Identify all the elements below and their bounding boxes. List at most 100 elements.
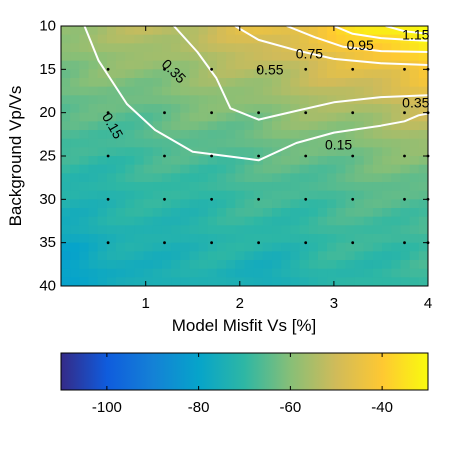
heatmap-cell: [354, 121, 365, 131]
heatmap-cell: [88, 242, 99, 252]
heatmap-cell: [61, 268, 71, 278]
heatmap-cell: [88, 147, 99, 157]
heatmap-cell: [281, 164, 291, 174]
heatmap-cell: [106, 242, 117, 252]
grid-marker: [106, 154, 110, 158]
heatmap-cell: [336, 104, 347, 114]
heatmap-cell: [400, 156, 411, 166]
heatmap-cell: [418, 156, 428, 166]
heatmap-cell: [116, 260, 126, 270]
heatmap-cell: [382, 26, 392, 36]
heatmap-cell: [382, 190, 392, 200]
heatmap-cell: [290, 208, 301, 218]
heatmap-cell: [409, 216, 420, 226]
heatmap-cell: [161, 277, 172, 286]
heatmap-cell: [171, 60, 181, 70]
heatmap-cell: [106, 147, 117, 157]
heatmap-cell: [161, 104, 172, 114]
heatmap-cell: [363, 156, 374, 166]
heatmap-cell: [152, 277, 163, 286]
heatmap-cell: [88, 225, 99, 235]
heatmap-cell: [207, 173, 218, 183]
heatmap-cell: [70, 268, 80, 278]
heatmap-cell: [161, 78, 172, 88]
heatmap-cell: [79, 121, 90, 131]
heatmap-cell: [290, 234, 301, 244]
heatmap-cell: [272, 173, 282, 183]
heatmap-cell: [79, 95, 90, 105]
heatmap-cell: [125, 26, 136, 36]
heatmap-cell: [134, 112, 145, 122]
heatmap-cell: [327, 104, 337, 114]
contour-label: 0.15: [325, 137, 352, 153]
heatmap-cell: [180, 260, 191, 270]
heatmap-cell: [116, 234, 126, 244]
heatmap-cell: [226, 190, 236, 200]
heatmap-cell: [61, 173, 71, 183]
heatmap-cell: [409, 156, 420, 166]
heatmap-cell: [299, 208, 310, 218]
heatmap-cell: [235, 208, 246, 218]
heatmap-cell: [189, 60, 200, 70]
grid-marker: [403, 154, 406, 158]
heatmap-cell: [216, 121, 227, 131]
heatmap-cell: [382, 43, 392, 53]
heatmap-cell: [143, 69, 154, 79]
heatmap-cell: [400, 130, 411, 140]
heatmap-cell: [207, 234, 218, 244]
heatmap-cell: [125, 260, 136, 270]
heatmap-cell: [143, 164, 154, 174]
heatmap-cell: [400, 78, 411, 88]
heatmap-cell: [207, 34, 218, 44]
heatmap-cell: [308, 182, 319, 192]
heatmap-cell: [171, 268, 181, 278]
heatmap-cell: [171, 69, 181, 79]
heatmap-cell: [354, 225, 365, 235]
heatmap-cell: [106, 60, 117, 70]
y-tick-label: 40: [39, 278, 56, 295]
heatmap-cell: [409, 43, 420, 53]
heatmap-cell: [125, 277, 136, 286]
heatmap-cell: [207, 52, 218, 62]
heatmap-cell: [235, 121, 246, 131]
heatmap-cell: [418, 242, 428, 252]
heatmap-cell: [79, 52, 90, 62]
colorbar-tick-label: -80: [188, 399, 210, 416]
heatmap-cell: [363, 190, 374, 200]
heatmap-cell: [116, 164, 126, 174]
heatmap-cell: [253, 190, 264, 200]
heatmap-cell: [345, 182, 356, 192]
grid-marker: [403, 241, 406, 245]
heatmap-cell: [125, 156, 136, 166]
heatmap-cell: [336, 208, 347, 218]
heatmap-cell: [290, 26, 301, 36]
grid-marker: [351, 67, 355, 71]
heatmap-cell: [235, 251, 246, 261]
heatmap-cell: [336, 225, 347, 235]
heatmap-cell: [418, 164, 428, 174]
heatmap-cell: [152, 104, 163, 114]
heatmap-cell: [418, 260, 428, 270]
heatmap-cell: [88, 164, 99, 174]
heatmap-cell: [391, 130, 402, 140]
heatmap-cell: [134, 43, 145, 53]
heatmap-cell: [61, 104, 71, 114]
heatmap-cell: [317, 121, 328, 131]
heatmap-cell: [235, 216, 246, 226]
heatmap-cell: [400, 112, 411, 122]
heatmap-cell: [88, 216, 99, 226]
heatmap-cell: [299, 260, 310, 270]
heatmap-cell: [152, 26, 163, 36]
heatmap-cell: [409, 26, 420, 36]
heatmap-cell: [345, 199, 356, 209]
heatmap-cell: [308, 277, 319, 286]
heatmap-cell: [88, 121, 99, 131]
heatmap-cell: [171, 260, 181, 270]
heatmap-cell: [106, 95, 117, 105]
heatmap-cell: [180, 121, 191, 131]
heatmap-cell: [308, 112, 319, 122]
heatmap-cell: [354, 164, 365, 174]
heatmap-cell: [253, 251, 264, 261]
heatmap-cell: [70, 216, 80, 226]
